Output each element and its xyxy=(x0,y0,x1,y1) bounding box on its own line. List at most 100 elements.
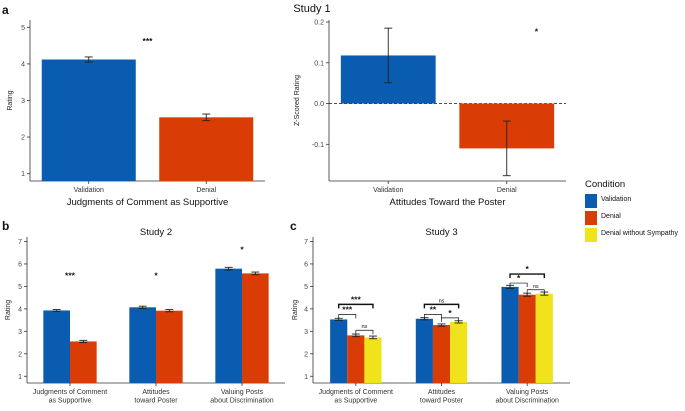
c-xtick-label-line: Valuing Posts xyxy=(506,389,549,396)
a1-sig-0: *** xyxy=(143,36,154,46)
legend-label-validation: Validation xyxy=(601,196,632,203)
c-bracket-7 xyxy=(509,282,528,288)
b-ytick-label: 6 xyxy=(18,261,22,268)
legend-swatch-denial xyxy=(585,211,597,225)
panel-label-b: b xyxy=(2,219,9,233)
c-title: Study 3 xyxy=(425,227,457,238)
c-ytick-label: 5 xyxy=(304,284,308,291)
a1-ylabel: Rating xyxy=(7,90,14,110)
b-bar-1-1 xyxy=(156,310,183,383)
c-bracket-label-0: *** xyxy=(351,294,362,304)
legend-item-denial: Denial xyxy=(583,210,683,226)
a2-xtick-label-1: Denial xyxy=(497,187,517,194)
a2-ylabel: Z-Scored Rating xyxy=(294,75,301,126)
c-ytick-label: 6 xyxy=(304,261,308,268)
a1-xtick-label-1: Denial xyxy=(196,187,216,194)
c-bracket-label-4: ** xyxy=(430,304,437,314)
b-xtick-label-2: Valuing Posts about Discrimination xyxy=(210,389,274,405)
c-bracket-8 xyxy=(526,289,545,294)
c-bar-1-2 xyxy=(450,321,468,383)
b-bar-2-1 xyxy=(242,273,269,383)
a1-xlabel: Judgments of Comment as Supportive xyxy=(67,197,229,208)
b-xtick-label-0: Judgments of Comment as Supportive xyxy=(33,389,107,405)
panel-label-c: c xyxy=(290,219,297,233)
c-ylabel: Rating xyxy=(292,300,299,320)
c-ytick-label: 4 xyxy=(304,306,308,313)
b-xtick-label-line: toward Poster xyxy=(134,398,178,405)
b-xtick-label-line: Attitudes xyxy=(142,389,170,396)
a2-ytick-label: 0.0 xyxy=(314,101,324,108)
a2-ytick-label: -0.1 xyxy=(312,142,324,149)
chart-b-study2: 1 2 3 4 5 6 7 Rating Judgments of Comment as Supp… xyxy=(5,227,285,405)
c-xtick-label-line: toward Poster xyxy=(420,398,464,405)
c-bracket-2 xyxy=(355,329,374,335)
b-ytick-label: 2 xyxy=(18,351,22,358)
c-bracket-label-5: * xyxy=(448,308,452,318)
b-bar-0-0 xyxy=(43,310,70,383)
b-xtick-label-line: about Discrimination xyxy=(210,398,274,405)
c-bar-0-2 xyxy=(364,337,382,383)
c-bar-2-2 xyxy=(535,293,553,383)
chart-a2-attitudes: -0.1 0.0 0.1 0.2 Z-Scored Rating Validation De… xyxy=(294,20,566,208)
a1-bar-0 xyxy=(41,59,136,181)
b-ytick-label: 4 xyxy=(18,306,22,313)
a1-xtick-label-0: Validation xyxy=(74,187,104,194)
c-bar-1-1 xyxy=(432,325,451,383)
study1-title: Study 1 xyxy=(293,3,330,15)
c-bracket-label-8: ns xyxy=(533,284,539,290)
a2-xtick-label-0: Validation xyxy=(373,187,403,194)
c-xtick-label-2: Valuing Posts about Discrimination xyxy=(495,389,559,405)
c-bar-2-1 xyxy=(518,294,536,383)
c-ytick-label: 3 xyxy=(304,329,308,336)
c-xtick-label-line: about Discrimination xyxy=(495,398,559,405)
legend-title: Condition xyxy=(585,179,626,190)
b-sig-0: *** xyxy=(65,271,76,281)
a1-ytick-label: 3 xyxy=(21,98,25,105)
a2-sig-0: * xyxy=(535,26,539,36)
c-bar-0-0 xyxy=(330,319,348,383)
legend: Condition Validation Denial Denial witho… xyxy=(583,179,683,244)
a1-bar-1 xyxy=(159,117,254,181)
c-bar-2-0 xyxy=(501,286,519,383)
b-ytick-label: 5 xyxy=(18,284,22,291)
b-xtick-label-line: as Supportive xyxy=(49,398,92,405)
c-bracket-0 xyxy=(338,303,374,309)
b-bar-1-0 xyxy=(129,307,156,383)
b-xtick-label-line: Judgments of Comment xyxy=(33,389,107,396)
b-ylabel: Rating xyxy=(5,300,12,320)
b-bar-0-1 xyxy=(70,341,97,383)
chart-c-study3: 1 2 3 4 5 6 7 Rating Judgments of Comment as Supp… xyxy=(292,227,570,405)
c-bracket-label-2: ns xyxy=(361,324,367,330)
a1-ytick-label: 5 xyxy=(21,25,25,32)
legend-item-validation: Validation xyxy=(583,193,683,209)
c-xtick-label-line: Judgments of Comment xyxy=(319,389,393,396)
legend-label-denial-without-sympathy: Denial without Sympathy xyxy=(601,230,679,237)
c-ytick-label: 7 xyxy=(304,239,308,246)
legend-item-denial-without-sympathy: Denial without Sympathy xyxy=(583,227,683,243)
legend-swatch-validation xyxy=(585,194,597,208)
b-ytick-label: 1 xyxy=(18,374,22,381)
a2-ytick-label: 0.1 xyxy=(314,60,324,67)
c-bracket-5 xyxy=(441,317,459,322)
b-ytick-label: 3 xyxy=(18,329,22,336)
c-bracket-label-3: ns xyxy=(439,298,445,304)
chart-a1-judgments: 1 2 3 4 5 Rating Validation Denial Judgments of … xyxy=(7,20,265,208)
c-bracket-4 xyxy=(424,314,442,319)
c-bracket-3 xyxy=(423,303,460,309)
c-bracket-label-6: * xyxy=(526,264,530,274)
c-bracket-label-7: * xyxy=(517,273,521,283)
c-xtick-label-line: as Supportive xyxy=(334,398,377,405)
a1-ytick-label: 1 xyxy=(21,171,25,178)
b-sig-1: * xyxy=(154,271,158,281)
b-xtick-label-1: Attitudes toward Poster xyxy=(134,389,178,405)
panel-label-a: a xyxy=(2,3,9,17)
c-bar-0-1 xyxy=(347,335,365,383)
c-xtick-label-0: Judgments of Comment as Supportive xyxy=(319,389,393,405)
legend-label-denial: Denial xyxy=(601,213,621,220)
b-title: Study 2 xyxy=(140,227,172,238)
b-ytick-label: 7 xyxy=(18,239,22,246)
c-bracket-6 xyxy=(509,273,545,279)
a2-ytick-label: 0.2 xyxy=(314,20,324,27)
b-bar-2-0 xyxy=(215,268,242,383)
